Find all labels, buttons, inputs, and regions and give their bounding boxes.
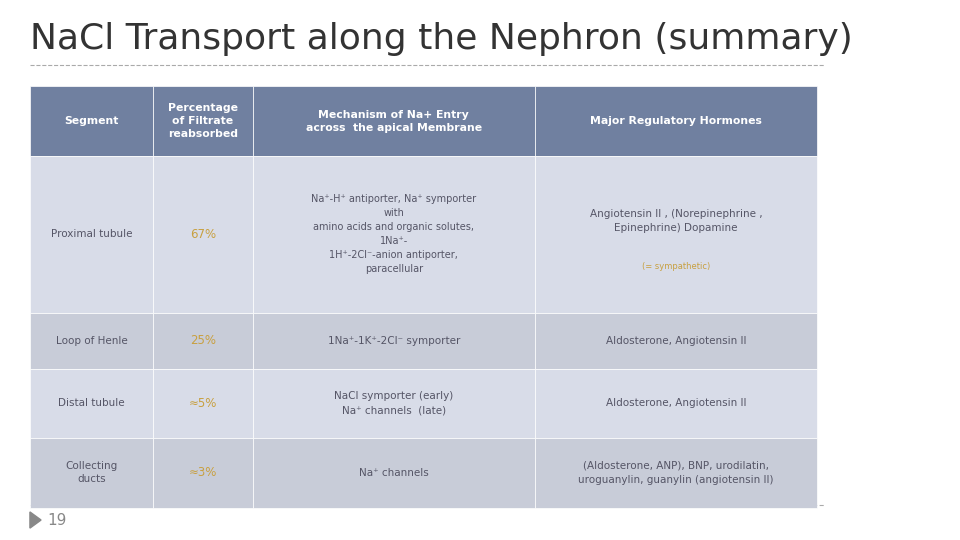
Bar — [30, 369, 154, 438]
Text: Na⁺ channels: Na⁺ channels — [359, 468, 429, 478]
Text: ≈3%: ≈3% — [189, 467, 217, 480]
Bar — [154, 369, 252, 438]
Bar — [252, 86, 535, 156]
Bar — [154, 86, 252, 156]
Polygon shape — [30, 512, 41, 528]
Text: Major Regulatory Hormones: Major Regulatory Hormones — [590, 116, 762, 126]
Text: (= sympathetic): (= sympathetic) — [642, 262, 710, 271]
Bar — [154, 156, 252, 313]
Text: 67%: 67% — [190, 228, 216, 241]
Bar — [535, 369, 817, 438]
Text: Aldosterone, Angiotensin II: Aldosterone, Angiotensin II — [606, 399, 747, 408]
Bar — [30, 313, 154, 369]
Bar — [535, 313, 817, 369]
Bar — [252, 156, 535, 313]
Text: NaCl symporter (early)
Na⁺ channels  (late): NaCl symporter (early) Na⁺ channels (lat… — [334, 392, 453, 415]
Text: Segment: Segment — [64, 116, 119, 126]
Text: Mechanism of Na+ Entry
across  the apical Membrane: Mechanism of Na+ Entry across the apical… — [305, 110, 482, 133]
Bar — [252, 438, 535, 508]
Text: (Aldosterone, ANP), BNP, urodilatin,
uroguanylin, guanylin (angiotensin II): (Aldosterone, ANP), BNP, urodilatin, uro… — [579, 461, 774, 485]
Text: 1Na⁺-1K⁺-2Cl⁻ symporter: 1Na⁺-1K⁺-2Cl⁻ symporter — [327, 336, 460, 346]
Bar — [535, 156, 817, 313]
Bar — [30, 156, 154, 313]
Bar — [154, 438, 252, 508]
Bar — [154, 313, 252, 369]
Text: Percentage
of Filtrate
reabsorbed: Percentage of Filtrate reabsorbed — [168, 103, 238, 139]
Bar — [535, 86, 817, 156]
Bar — [30, 86, 154, 156]
Text: 25%: 25% — [190, 334, 216, 347]
Bar — [252, 313, 535, 369]
Text: Angiotensin II , (Norepinephrine ,
Epinephrine) Dopamine: Angiotensin II , (Norepinephrine , Epine… — [589, 209, 762, 233]
Text: 19: 19 — [47, 512, 66, 528]
Text: Loop of Henle: Loop of Henle — [56, 336, 128, 346]
Text: Na⁺-H⁺ antiporter, Na⁺ symporter
with
amino acids and organic solutes,
1Na⁺-
1H⁺: Na⁺-H⁺ antiporter, Na⁺ symporter with am… — [311, 194, 476, 274]
Text: NaCl Transport along the Nephron (summary): NaCl Transport along the Nephron (summar… — [30, 22, 852, 56]
Bar — [30, 438, 154, 508]
Bar — [535, 438, 817, 508]
Text: Aldosterone, Angiotensin II: Aldosterone, Angiotensin II — [606, 336, 747, 346]
Bar — [252, 369, 535, 438]
Text: Distal tubule: Distal tubule — [59, 399, 125, 408]
Text: Collecting
ducts: Collecting ducts — [65, 461, 118, 484]
Text: ≈5%: ≈5% — [189, 397, 217, 410]
Text: Proximal tubule: Proximal tubule — [51, 230, 132, 239]
